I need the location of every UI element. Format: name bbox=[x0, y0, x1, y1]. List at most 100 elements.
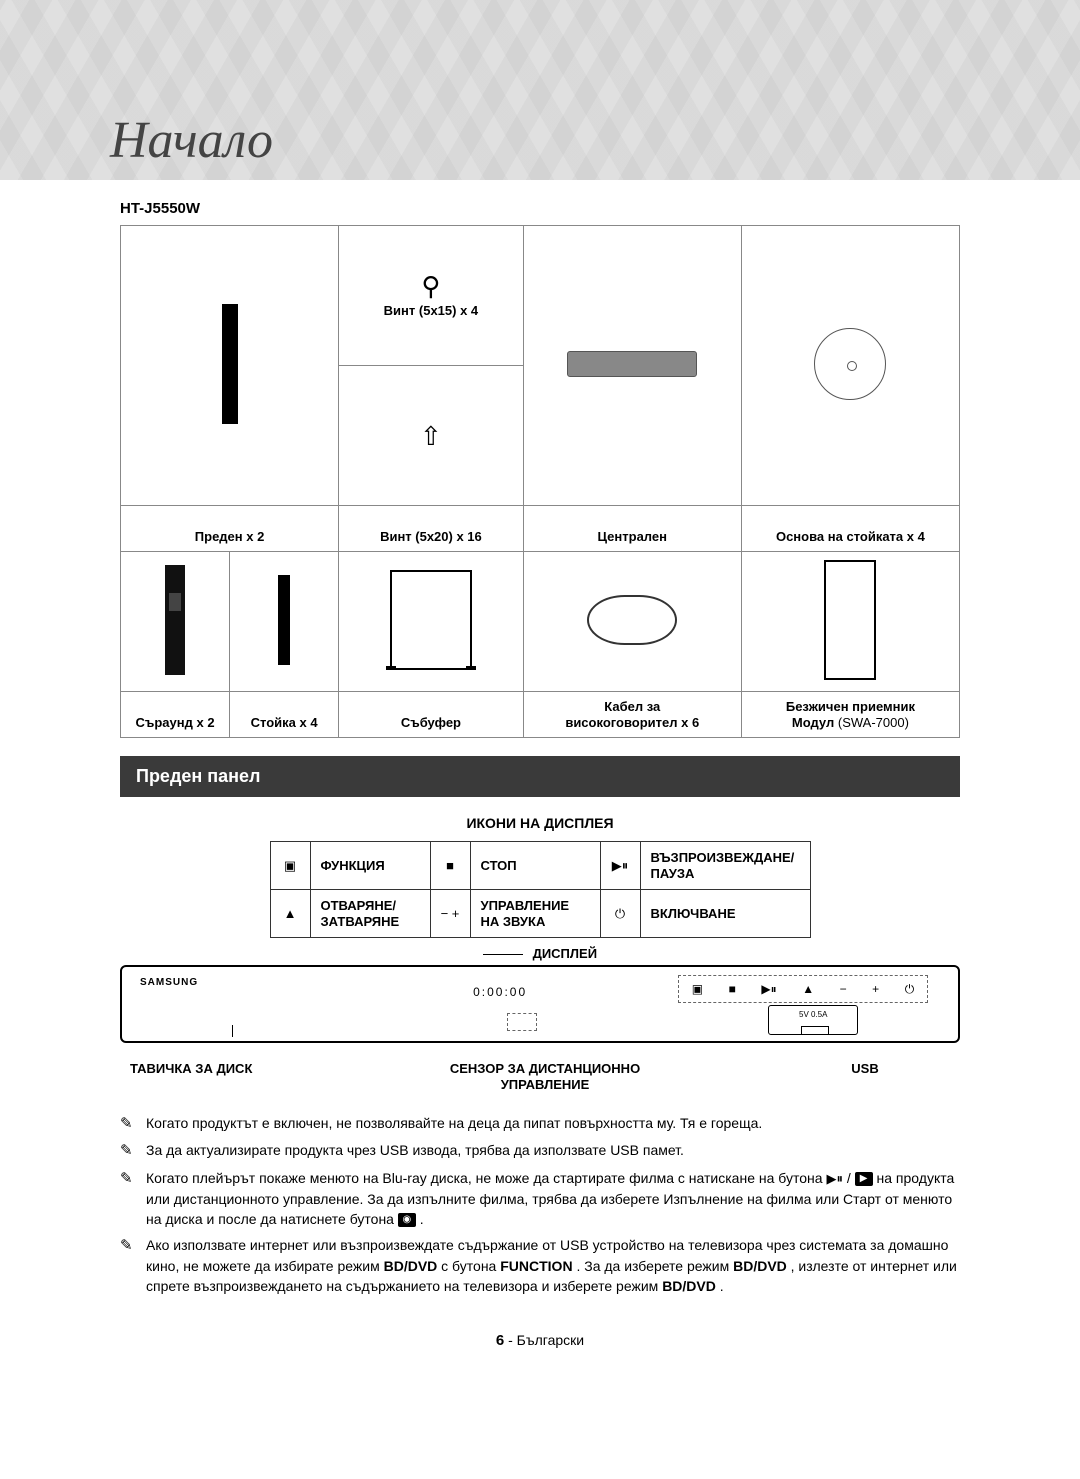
callout-remote-sensor-l2: УПРАВЛЕНИЕ bbox=[501, 1077, 590, 1092]
play-pause-inline-icon: ▶⏸ bbox=[826, 1170, 843, 1189]
front-speaker-label: Преден x 2 bbox=[121, 506, 339, 552]
touch-vol-down-icon: − bbox=[840, 982, 847, 996]
center-speaker-label: Централен bbox=[523, 506, 741, 552]
note-item: ✎ Ако използвате интернет или възпроизве… bbox=[120, 1235, 960, 1296]
display-icons-table: ▣ ФУНКЦИЯ ■ СТОП ▶⏸ ВЪЗПРОИЗВЕЖДАНЕ/ ПАУ… bbox=[270, 841, 811, 938]
note-bullet-icon: ✎ bbox=[120, 1140, 146, 1162]
note-4-bold2: FUNCTION bbox=[500, 1258, 572, 1274]
stop-icon: ■ bbox=[430, 842, 470, 890]
note-4-bold3: BD/DVD bbox=[733, 1258, 787, 1274]
note-4: Ако използвате интернет или възпроизвежд… bbox=[146, 1235, 960, 1296]
front-panel-diagram: SAMSUNG 0:00:00 ▣ ■ ▶⏸ ▲ − + ⏻ 5V 0.5A bbox=[120, 965, 960, 1043]
screw-5x15-cell: ⚲ Винт (5x15) x 4 bbox=[339, 226, 524, 366]
wireless-receiver-img bbox=[741, 552, 959, 692]
enter-inline-icon: ◉ bbox=[398, 1213, 416, 1227]
display-icons-title: ИКОНИ НА ДИСПЛЕЯ bbox=[120, 815, 960, 831]
play-pause-label-l1: ВЪЗПРОИЗВЕЖДАНЕ/ bbox=[651, 850, 795, 865]
volume-label-l2: НА ЗВУКА bbox=[481, 914, 546, 929]
callout-remote-sensor-l1: СЕНЗОР ЗА ДИСТАНЦИОННО bbox=[450, 1061, 640, 1076]
function-icon: ▣ bbox=[270, 842, 310, 890]
note-3-c: . bbox=[420, 1211, 424, 1227]
components-table: ⚲ Винт (5x15) x 4 ⇧ Преден x 2 Винт (5x2… bbox=[120, 225, 960, 738]
disc-tray-indicator bbox=[232, 1025, 242, 1037]
stop-label: СТОП bbox=[470, 842, 600, 890]
note-2: За да актуализирате продукта чрез USB из… bbox=[146, 1140, 960, 1162]
note-4-e: . bbox=[720, 1278, 724, 1294]
surround-speaker-label: Съраунд x 2 bbox=[121, 692, 230, 738]
content: HT-J5550W ⚲ Винт (5x15) x 4 bbox=[0, 180, 1080, 1349]
touch-function-icon: ▣ bbox=[692, 982, 703, 996]
power-label: ВКЛЮЧВАНЕ bbox=[640, 890, 810, 938]
header-pattern: Начало bbox=[0, 0, 1080, 180]
cable-label-l1: Кабел за bbox=[604, 699, 660, 714]
touch-power-icon: ⏻ bbox=[905, 982, 915, 997]
touch-vol-up-icon: + bbox=[872, 982, 879, 996]
stand-base-label: Основа на стойката x 4 bbox=[741, 506, 959, 552]
receiver-label-l1: Безжичен приемник bbox=[786, 699, 915, 714]
screw-5x15-label: Винт (5x15) x 4 bbox=[343, 303, 519, 318]
touch-open-close-icon: ▲ bbox=[802, 982, 814, 996]
play-pause-label: ВЪЗПРОИЗВЕЖДАНЕ/ ПАУЗА bbox=[640, 842, 810, 890]
power-icon: ⏻ bbox=[600, 890, 640, 938]
note-3: Когато плейърът покаже менюто на Blu-ray… bbox=[146, 1168, 960, 1229]
volume-label: УПРАВЛЕНИЕ НА ЗВУКА bbox=[470, 890, 600, 938]
brand-logo: SAMSUNG bbox=[140, 977, 198, 988]
page-number: 6 bbox=[496, 1332, 504, 1349]
note-bullet-icon: ✎ bbox=[120, 1168, 146, 1229]
wireless-receiver-label: Безжичен приемник Модул (SWA-7000) bbox=[741, 692, 959, 738]
footer-sep: - bbox=[504, 1332, 516, 1348]
receiver-label-l2-model: (SWA-7000) bbox=[838, 715, 909, 730]
open-close-label-l1: ОТВАРЯНЕ/ bbox=[321, 898, 397, 913]
touch-buttons-group: ▣ ■ ▶⏸ ▲ − + ⏻ bbox=[678, 975, 928, 1003]
stand-base-img bbox=[741, 226, 959, 506]
screw-5x20-label: Винт (5x20) x 16 bbox=[339, 506, 524, 552]
note-4-c: . За да изберете режим bbox=[576, 1258, 733, 1274]
callout-disc-tray: ТАВИЧКА ЗА ДИСК bbox=[130, 1061, 310, 1092]
play-pause-icon: ▶⏸ bbox=[600, 842, 640, 890]
screw-icon: ⇧ bbox=[420, 423, 442, 449]
play-pause-label-l2: ПАУЗА bbox=[651, 866, 695, 881]
note-item: ✎ Когато продуктът е включен, не позволя… bbox=[120, 1113, 960, 1135]
front-speaker-img bbox=[121, 226, 339, 506]
note-1: Когато продуктът е включен, не позволява… bbox=[146, 1113, 960, 1135]
usb-port: 5V 0.5A bbox=[768, 1005, 858, 1035]
subwoofer-label: Събуфер bbox=[339, 692, 524, 738]
note-bullet-icon: ✎ bbox=[120, 1113, 146, 1135]
callout-remote-sensor: СЕНЗОР ЗА ДИСТАНЦИОННО УПРАВЛЕНИЕ bbox=[310, 1061, 780, 1092]
display-label: ДИСПЛЕЙ bbox=[120, 946, 960, 961]
callout-usb: USB bbox=[780, 1061, 950, 1092]
footer-lang: Български bbox=[517, 1332, 584, 1348]
touch-play-pause-icon: ▶⏸ bbox=[761, 982, 776, 997]
speaker-cable-img bbox=[523, 552, 741, 692]
section-front-panel: Преден панел bbox=[120, 756, 960, 797]
volume-icon: − + bbox=[430, 890, 470, 938]
usb-rating: 5V 0.5A bbox=[799, 1010, 827, 1019]
display-label-text: ДИСПЛЕЙ bbox=[533, 946, 597, 961]
screw-icon: ⚲ bbox=[421, 273, 440, 299]
screw-5x20-cell: ⇧ bbox=[339, 366, 524, 506]
notes-list: ✎ Когато продуктът е включен, не позволя… bbox=[120, 1113, 960, 1297]
model-number: HT-J5550W bbox=[120, 200, 960, 217]
speaker-cable-label: Кабел за високоговорител x 6 bbox=[523, 692, 741, 738]
cable-label-l2: високоговорител x 6 bbox=[565, 715, 699, 730]
open-close-label-l2: ЗАТВАРЯНЕ bbox=[321, 914, 400, 929]
remote-sensor bbox=[507, 1013, 537, 1031]
subwoofer-img bbox=[339, 552, 524, 692]
note-4-bold1: BD/DVD bbox=[384, 1258, 438, 1274]
surround-speaker-img bbox=[121, 552, 230, 692]
page-title: Начало bbox=[110, 111, 273, 170]
note-item: ✎ Когато плейърът покаже менюто на Blu-r… bbox=[120, 1168, 960, 1229]
note-4-bold4: BD/DVD bbox=[662, 1278, 716, 1294]
stand-img bbox=[230, 552, 339, 692]
receiver-label-l2-prefix: Модул bbox=[792, 715, 838, 730]
note-3-mid: / bbox=[847, 1170, 855, 1186]
open-close-icon: ▲ bbox=[270, 890, 310, 938]
function-label: ФУНКЦИЯ bbox=[310, 842, 430, 890]
open-close-label: ОТВАРЯНЕ/ ЗАТВАРЯНЕ bbox=[310, 890, 430, 938]
note-bullet-icon: ✎ bbox=[120, 1235, 146, 1296]
center-speaker-img bbox=[523, 226, 741, 506]
note-item: ✎ За да актуализирате продукта чрез USB … bbox=[120, 1140, 960, 1162]
note-4-b: с бутона bbox=[441, 1258, 500, 1274]
callout-labels: ТАВИЧКА ЗА ДИСК СЕНЗОР ЗА ДИСТАНЦИОННО У… bbox=[130, 1061, 950, 1092]
stand-label: Стойка x 4 bbox=[230, 692, 339, 738]
